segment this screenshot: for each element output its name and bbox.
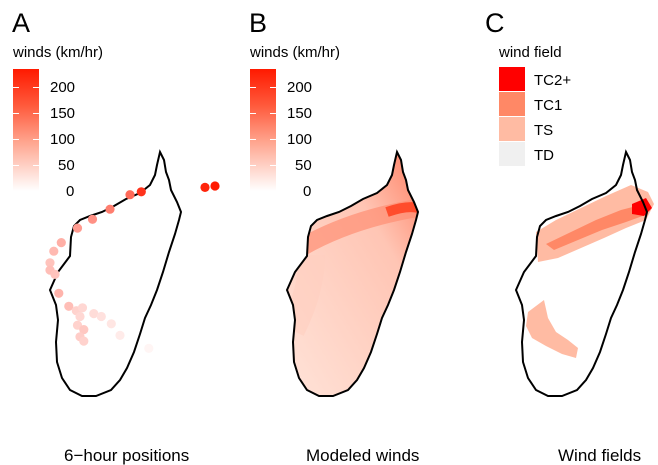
panel-letter: A <box>12 8 31 38</box>
colorbar-tick-50: 50 <box>58 157 75 174</box>
panel-c-map <box>514 149 654 397</box>
track-point <box>79 336 89 346</box>
track-point <box>72 223 83 233</box>
legend-title: winds (km/hr) <box>13 44 104 61</box>
track-point <box>56 238 66 248</box>
madagascar-outline <box>285 149 420 397</box>
track-point <box>64 301 74 311</box>
panel-a-map <box>45 149 220 397</box>
track-point <box>75 311 85 322</box>
track-point <box>54 288 64 298</box>
track-points <box>45 181 220 353</box>
track-point <box>96 311 106 322</box>
colorbar-tick-100: 100 <box>50 131 76 148</box>
wind-colorbar <box>13 69 39 191</box>
panel-letter: C <box>485 8 505 38</box>
legend-title: winds (km/hr) <box>250 44 341 61</box>
wind-colorbar <box>250 69 276 191</box>
track-point <box>106 319 116 329</box>
colorbar-tick-150: 150 <box>50 105 76 122</box>
colorbar-tick-200: 200 <box>50 79 76 96</box>
madagascar-outline <box>514 149 649 397</box>
track-point <box>136 187 146 197</box>
legend-label-tc2: TC2+ <box>534 72 572 89</box>
track-point <box>50 269 60 279</box>
track-point <box>210 181 220 191</box>
legend-swatch-tc2 <box>499 67 525 91</box>
panel-letter: B <box>249 8 268 38</box>
track-point <box>105 204 115 214</box>
track-point <box>115 330 125 340</box>
legend-swatch-ts <box>499 117 525 141</box>
track-point <box>87 214 98 224</box>
track-point <box>45 258 55 268</box>
ts-zone-south <box>526 300 578 358</box>
panel-b-map <box>285 149 420 397</box>
track-point <box>77 303 88 313</box>
track-point <box>49 246 59 256</box>
legend-title: wind field <box>499 44 562 61</box>
track-point <box>144 343 154 353</box>
panel-c: C wind field TC2+ TC1 TS TD Wind fields <box>485 0 658 465</box>
track-point <box>89 309 99 319</box>
track-point <box>125 190 135 200</box>
wind-field-zones <box>526 185 654 358</box>
legend-label-tc1: TC1 <box>534 97 563 114</box>
tc1-zone <box>546 204 648 250</box>
colorbar-tick-50: 50 <box>295 157 312 174</box>
modeled-wind-surface <box>287 152 418 396</box>
legend-label-td: TD <box>534 147 554 164</box>
colorbar-tick-0: 0 <box>303 183 312 200</box>
legend-label-ts: TS <box>534 122 554 139</box>
panel-a: A winds (km/hr) 200 150 100 50 0 6−hour … <box>0 0 220 465</box>
panel-caption: Modeled winds <box>306 446 420 465</box>
colorbar-tick-100: 100 <box>287 131 313 148</box>
track-point <box>200 182 210 192</box>
panel-b: B winds (km/hr) 200 150 100 50 0 Modeled… <box>237 0 456 465</box>
panel-caption: Wind fields <box>558 446 642 465</box>
legend-swatch-tc1 <box>499 92 525 116</box>
track-point <box>79 325 89 335</box>
colorbar-tick-150: 150 <box>287 105 313 122</box>
panel-caption: 6−hour positions <box>64 446 190 465</box>
colorbar-tick-0: 0 <box>66 183 75 200</box>
colorbar-tick-200: 200 <box>287 79 313 96</box>
legend-swatch-td <box>499 142 525 166</box>
